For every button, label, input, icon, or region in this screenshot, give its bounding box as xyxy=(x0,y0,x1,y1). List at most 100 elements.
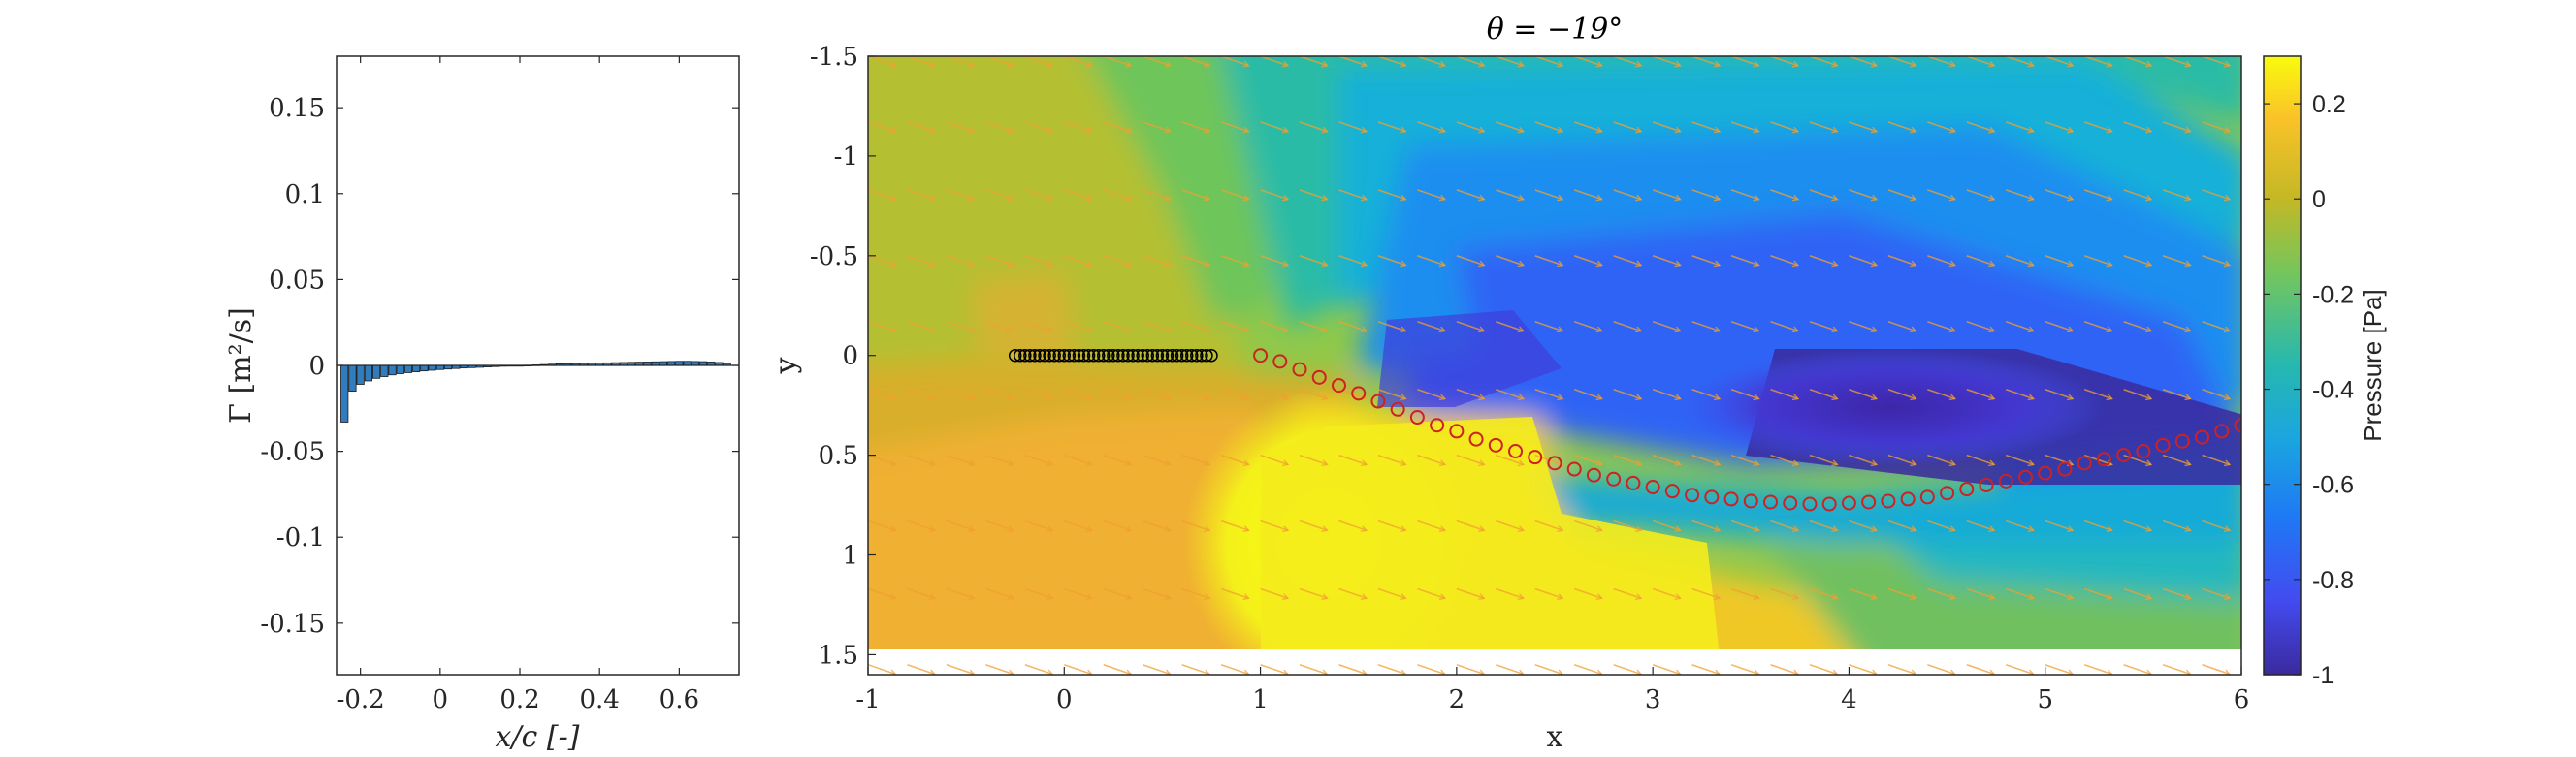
plate-marker xyxy=(1077,348,1091,363)
velocity-arrow xyxy=(1181,520,1210,532)
wake-marker xyxy=(2136,443,2151,458)
velocity-arrow xyxy=(1456,388,1485,400)
left-y-tick-label: 0.1 xyxy=(285,180,325,209)
wake-marker xyxy=(1292,362,1307,377)
velocity-arrow xyxy=(1691,587,1721,600)
plate-marker xyxy=(1028,348,1042,363)
velocity-arrow xyxy=(1534,388,1563,400)
velocity-arrow xyxy=(1966,587,1995,600)
velocity-arrow xyxy=(1534,320,1563,332)
velocity-arrow xyxy=(2083,663,2112,675)
velocity-arrow xyxy=(1534,121,1563,133)
bar xyxy=(348,364,357,392)
velocity-arrow xyxy=(1377,56,1406,67)
plate-marker xyxy=(1062,348,1077,363)
velocity-arrow xyxy=(1573,121,1602,133)
bar xyxy=(667,361,676,366)
velocity-arrow xyxy=(1534,520,1563,532)
velocity-arrow xyxy=(946,189,975,201)
velocity-arrow xyxy=(1377,320,1406,332)
velocity-arrow xyxy=(1652,320,1681,332)
plate-marker xyxy=(1131,348,1144,363)
velocity-arrow xyxy=(1927,320,1955,332)
plate-marker xyxy=(1008,348,1022,363)
plate-marker xyxy=(1116,348,1130,363)
velocity-arrow xyxy=(1142,121,1171,133)
velocity-arrow xyxy=(2005,121,2034,133)
velocity-arrow xyxy=(2005,663,2034,675)
velocity-arrow xyxy=(1887,663,1916,675)
velocity-arrow xyxy=(2123,663,2152,675)
velocity-arrow xyxy=(2005,320,2034,332)
velocity-arrow xyxy=(1024,388,1053,400)
velocity-arrow xyxy=(907,121,936,133)
velocity-arrow xyxy=(1613,388,1642,400)
right-x-tick-label: 3 xyxy=(1645,685,1661,714)
wake-marker xyxy=(1979,477,1994,492)
velocity-arrow xyxy=(2005,189,2034,201)
velocity-arrow xyxy=(1181,320,1210,332)
velocity-arrow xyxy=(1887,587,1916,600)
velocity-arrow xyxy=(1730,56,1759,67)
colorbar-tick-label: -1 xyxy=(2312,662,2334,689)
velocity-arrow xyxy=(2162,388,2191,400)
velocity-arrow xyxy=(1260,587,1289,600)
plate-marker xyxy=(1111,348,1125,363)
wake-marker xyxy=(1272,354,1288,369)
plate-marker xyxy=(1185,348,1199,363)
velocity-arrow xyxy=(2005,388,2034,400)
velocity-arrow xyxy=(985,56,1014,67)
wake-marker xyxy=(2174,433,2190,449)
velocity-arrow xyxy=(2202,56,2231,67)
velocity-arrow xyxy=(1809,663,1838,675)
velocity-arrow xyxy=(1338,255,1368,267)
velocity-arrow xyxy=(1887,121,1916,133)
plate-marker xyxy=(1150,348,1165,363)
velocity-arrow xyxy=(2005,255,2034,267)
wake-marker xyxy=(1919,489,1935,505)
velocity-arrow xyxy=(1299,587,1328,600)
velocity-arrow xyxy=(2123,189,2152,201)
velocity-arrow xyxy=(1770,56,1799,67)
velocity-arrow xyxy=(2045,663,2074,675)
wake-marker xyxy=(1508,443,1524,458)
velocity-arrow xyxy=(1809,189,1838,201)
velocity-arrow xyxy=(1849,121,1878,133)
velocity-arrow xyxy=(2083,56,2112,67)
bar xyxy=(675,361,684,366)
velocity-arrow xyxy=(1966,663,1995,675)
velocity-arrow xyxy=(1613,189,1642,201)
velocity-arrow xyxy=(1927,520,1955,532)
velocity-arrow xyxy=(1103,663,1132,675)
bar xyxy=(371,364,381,379)
velocity-arrow xyxy=(1338,189,1368,201)
colorbar-tick-label: -0.6 xyxy=(2312,472,2354,499)
wake-marker xyxy=(1861,494,1877,510)
velocity-arrow xyxy=(1613,454,1642,466)
velocity-arrow xyxy=(1730,663,1759,675)
velocity-arrow xyxy=(1220,388,1249,400)
plate-marker xyxy=(1091,348,1106,363)
velocity-arrow xyxy=(1377,454,1406,466)
plate-marker xyxy=(1205,348,1218,363)
velocity-arrow xyxy=(1691,56,1721,67)
velocity-arrow xyxy=(1652,189,1681,201)
plate-marker xyxy=(1141,348,1155,363)
plate-marker xyxy=(1072,348,1086,363)
velocity-arrow xyxy=(1260,56,1289,67)
wake-marker xyxy=(1528,450,1543,465)
velocity-arrow xyxy=(1417,388,1446,400)
velocity-arrow xyxy=(1260,520,1289,532)
wake-marker xyxy=(1723,491,1739,507)
velocity-arrow xyxy=(946,121,975,133)
wake-marker xyxy=(1468,431,1484,447)
wake-marker xyxy=(1547,456,1562,471)
plate-marker xyxy=(1121,348,1135,363)
right-x-tick-label: 1 xyxy=(1252,685,1269,714)
wake-marker xyxy=(1959,482,1975,497)
right-y-tick-label: 0.5 xyxy=(819,442,858,471)
velocity-arrow xyxy=(2202,388,2231,400)
plate-marker xyxy=(1057,348,1072,363)
velocity-arrow xyxy=(1966,388,1995,400)
left-y-tick-label: 0 xyxy=(308,352,325,381)
